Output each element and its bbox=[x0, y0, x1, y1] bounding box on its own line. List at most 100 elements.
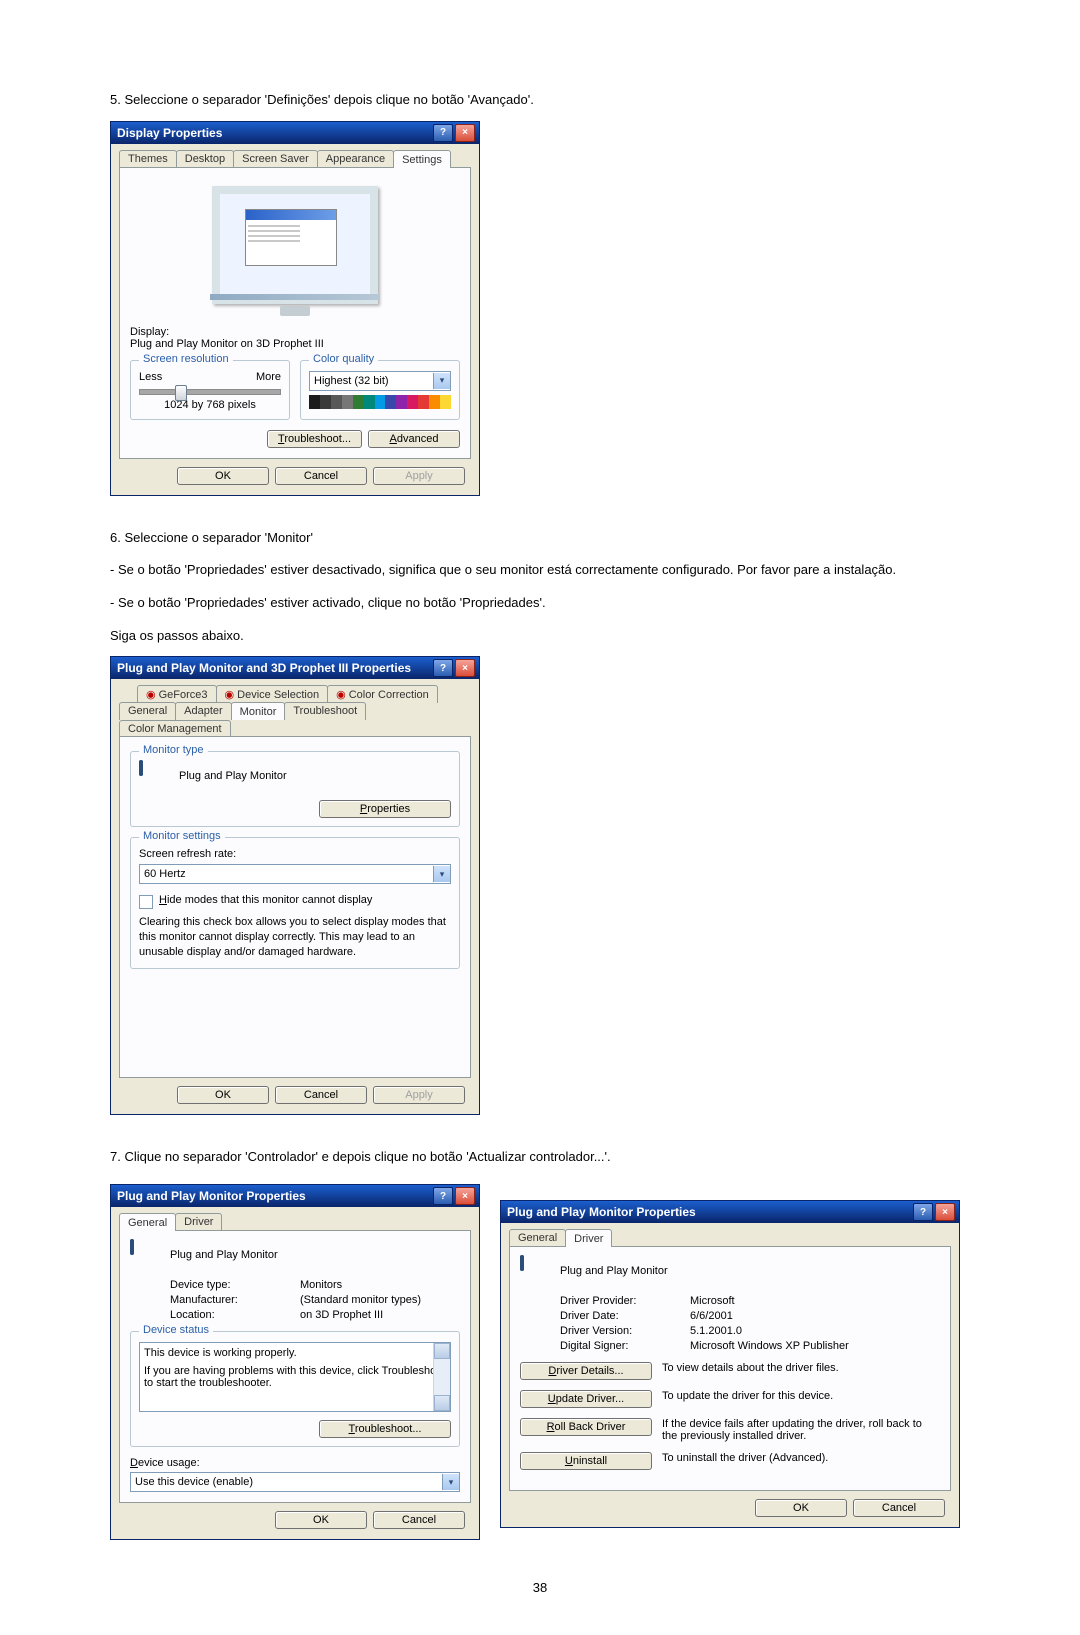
advanced-button[interactable]: Advanced bbox=[368, 430, 460, 448]
instruction-6b: - Se o botão 'Propriedades' estiver acti… bbox=[110, 591, 970, 616]
location-label: Location: bbox=[170, 1309, 290, 1321]
monitor-name: Plug and Play Monitor bbox=[179, 770, 287, 782]
tab-driver[interactable]: Driver bbox=[175, 1213, 222, 1231]
driver-version-value: 5.1.2001.0 bbox=[690, 1325, 742, 1337]
display-properties-dialog: Display Properties ? × Themes Desktop Sc… bbox=[110, 121, 480, 496]
provider-label: Driver Provider: bbox=[560, 1295, 680, 1307]
help-icon[interactable]: ? bbox=[913, 1203, 933, 1221]
manufacturer-label: Manufacturer: bbox=[170, 1294, 290, 1306]
tab-troubleshoot[interactable]: Troubleshoot bbox=[284, 702, 366, 720]
tab-settings[interactable]: Settings bbox=[393, 150, 451, 168]
color-quality-value: Highest (32 bit) bbox=[314, 375, 389, 387]
monitor-icon bbox=[520, 1257, 552, 1285]
monitor-settings-legend: Monitor settings bbox=[139, 830, 225, 842]
help-icon[interactable]: ? bbox=[433, 659, 453, 677]
cancel-button[interactable]: Cancel bbox=[373, 1511, 465, 1529]
tab-themes[interactable]: Themes bbox=[119, 150, 177, 168]
cancel-button[interactable]: Cancel bbox=[853, 1499, 945, 1517]
instruction-7: 7. Clique no separador 'Controlador' e d… bbox=[110, 1145, 970, 1170]
titlebar: Display Properties ? × bbox=[111, 122, 479, 144]
uninstall-desc: To uninstall the driver (Advanced). bbox=[662, 1452, 940, 1464]
less-label: Less bbox=[139, 371, 162, 383]
resolution-slider[interactable] bbox=[139, 389, 281, 395]
cancel-button[interactable]: Cancel bbox=[275, 1086, 367, 1104]
titlebar: Plug and Play Monitor and 3D Prophet III… bbox=[111, 657, 479, 679]
monitor-properties-dialog: Plug and Play Monitor and 3D Prophet III… bbox=[110, 656, 480, 1115]
instruction-5: 5. Seleccione o separador 'Definições' d… bbox=[110, 88, 970, 113]
properties-button[interactable]: Properties bbox=[319, 800, 451, 818]
refresh-rate-value: 60 Hertz bbox=[144, 868, 186, 880]
pnp-monitor-driver-dialog: Plug and Play Monitor Properties ? × Gen… bbox=[500, 1200, 960, 1528]
monitor-icon bbox=[130, 1241, 162, 1269]
tab-general[interactable]: General bbox=[509, 1229, 566, 1247]
resolution-value: 1024 by 768 pixels bbox=[139, 399, 281, 411]
apply-button[interactable]: Apply bbox=[373, 467, 465, 485]
rollback-driver-button[interactable]: Roll Back Driver bbox=[520, 1418, 652, 1436]
tab-device-selection[interactable]: ◉Device Selection bbox=[216, 685, 329, 703]
tab-general[interactable]: General bbox=[119, 702, 176, 720]
tab-geforce3[interactable]: ◉GeForce3 bbox=[137, 685, 217, 703]
ok-button[interactable]: OK bbox=[755, 1499, 847, 1517]
instruction-6: 6. Seleccione o separador 'Monitor' bbox=[110, 526, 970, 551]
instruction-6c: Siga os passos abaixo. bbox=[110, 624, 970, 649]
close-icon[interactable]: × bbox=[455, 124, 475, 142]
hide-modes-label: Hide modes that this monitor cannot disp… bbox=[159, 894, 372, 906]
driver-details-button[interactable]: Driver Details... bbox=[520, 1362, 652, 1380]
update-driver-button[interactable]: Update Driver... bbox=[520, 1390, 652, 1408]
help-icon[interactable]: ? bbox=[433, 1187, 453, 1205]
monitor-type-legend: Monitor type bbox=[139, 744, 208, 756]
tab-driver[interactable]: Driver bbox=[565, 1229, 612, 1247]
more-label: More bbox=[256, 371, 281, 383]
cancel-button[interactable]: Cancel bbox=[275, 467, 367, 485]
tabs: Themes Desktop Screen Saver Appearance S… bbox=[119, 150, 471, 168]
colorbar bbox=[309, 395, 451, 409]
manufacturer-value: (Standard monitor types) bbox=[300, 1294, 421, 1306]
location-value: on 3D Prophet III bbox=[300, 1309, 383, 1321]
dialog-title: Plug and Play Monitor Properties bbox=[117, 1189, 306, 1203]
ok-button[interactable]: OK bbox=[177, 467, 269, 485]
tab-adapter[interactable]: Adapter bbox=[175, 702, 232, 720]
troubleshoot-button[interactable]: Troubleshoot... bbox=[267, 430, 362, 448]
update-driver-desc: To update the driver for this device. bbox=[662, 1390, 940, 1402]
close-icon[interactable]: × bbox=[455, 659, 475, 677]
apply-button[interactable]: Apply bbox=[373, 1086, 465, 1104]
titlebar: Plug and Play Monitor Properties ? × bbox=[501, 1201, 959, 1223]
device-usage-select[interactable]: Use this device (enable) ▾ bbox=[130, 1472, 460, 1492]
ok-button[interactable]: OK bbox=[177, 1086, 269, 1104]
hide-modes-checkbox[interactable] bbox=[139, 895, 153, 909]
help-icon[interactable]: ? bbox=[433, 124, 453, 142]
device-type-label: Device type: bbox=[170, 1279, 290, 1291]
color-quality-select[interactable]: Highest (32 bit) ▾ bbox=[309, 371, 451, 391]
device-status-legend: Device status bbox=[139, 1324, 213, 1336]
dialog-title: Plug and Play Monitor and 3D Prophet III… bbox=[117, 661, 411, 675]
ok-button[interactable]: OK bbox=[275, 1511, 367, 1529]
tab-screensaver[interactable]: Screen Saver bbox=[233, 150, 318, 168]
close-icon[interactable]: × bbox=[935, 1203, 955, 1221]
tabs-top: ◉GeForce3 ◉Device Selection ◉Color Corre… bbox=[137, 685, 471, 703]
monitor-preview bbox=[205, 186, 385, 306]
troubleshoot-button[interactable]: Troubleshoot... bbox=[319, 1420, 451, 1438]
tabs-bottom: General Adapter Monitor Troubleshoot Col… bbox=[119, 702, 471, 737]
tab-desktop[interactable]: Desktop bbox=[176, 150, 234, 168]
tab-color-correction[interactable]: ◉Color Correction bbox=[327, 685, 438, 703]
display-label: Display: bbox=[130, 326, 460, 338]
tab-monitor[interactable]: Monitor bbox=[231, 702, 286, 720]
rollback-driver-desc: If the device fails after updating the d… bbox=[662, 1418, 940, 1442]
tabs: General Driver bbox=[119, 1213, 471, 1231]
signer-label: Digital Signer: bbox=[560, 1340, 680, 1352]
tab-appearance[interactable]: Appearance bbox=[317, 150, 394, 168]
tab-general[interactable]: General bbox=[119, 1213, 176, 1231]
driver-date-label: Driver Date: bbox=[560, 1310, 680, 1322]
hide-modes-help: Clearing this check box allows you to se… bbox=[139, 915, 451, 960]
uninstall-button[interactable]: Uninstall bbox=[520, 1452, 652, 1470]
resolution-legend: Screen resolution bbox=[139, 353, 233, 365]
instruction-6a: - Se o botão 'Propriedades' estiver desa… bbox=[110, 558, 970, 583]
monitor-name: Plug and Play Monitor bbox=[560, 1265, 668, 1277]
page-number: 38 bbox=[110, 1580, 970, 1595]
titlebar: Plug and Play Monitor Properties ? × bbox=[111, 1185, 479, 1207]
device-status-text: This device is working properly. If you … bbox=[139, 1342, 451, 1412]
tab-color-management[interactable]: Color Management bbox=[119, 720, 231, 737]
refresh-rate-select[interactable]: 60 Hertz ▾ bbox=[139, 864, 451, 884]
color-legend: Color quality bbox=[309, 353, 378, 365]
close-icon[interactable]: × bbox=[455, 1187, 475, 1205]
